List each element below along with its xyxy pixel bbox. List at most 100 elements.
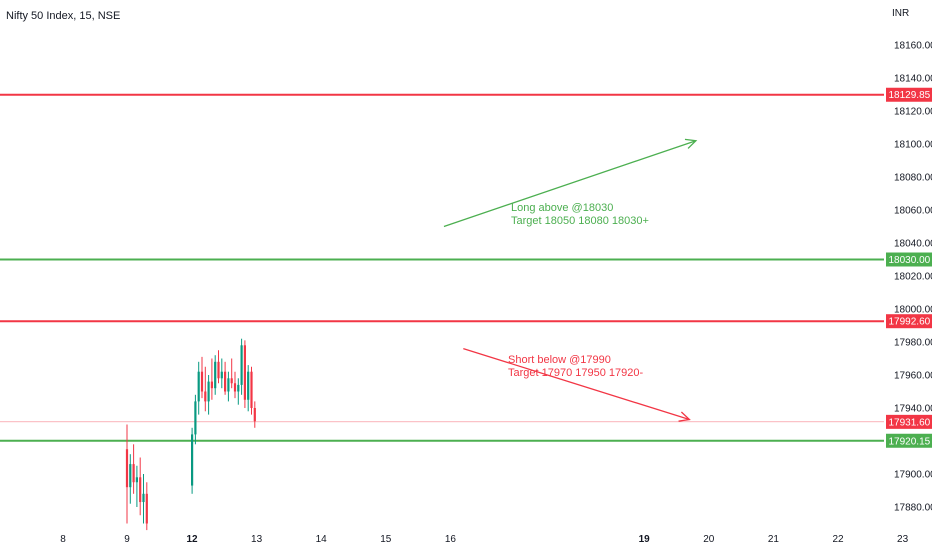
candle-9[interactable] bbox=[197, 361, 200, 415]
candle-body bbox=[253, 408, 256, 422]
time-axis[interactable]: 891213141516192021222326 bbox=[60, 534, 932, 545]
candle-16[interactable] bbox=[220, 358, 223, 389]
price-tick: 18020.00 bbox=[894, 272, 932, 283]
candle-19[interactable] bbox=[230, 358, 233, 389]
price-badge bbox=[886, 314, 932, 329]
price-badge bbox=[886, 433, 932, 448]
time-tick: 21 bbox=[768, 534, 780, 545]
candle-25[interactable] bbox=[250, 366, 253, 415]
price-badge-label: 17931.60 bbox=[889, 417, 931, 428]
candle-24[interactable] bbox=[247, 365, 250, 412]
candles[interactable] bbox=[125, 338, 256, 531]
price-tick: 17980.00 bbox=[894, 338, 932, 349]
chart-title: Nifty 50 Index, 15, NSE bbox=[6, 10, 120, 22]
price-badge bbox=[886, 87, 932, 102]
candle-body bbox=[191, 434, 194, 486]
candle-body bbox=[220, 371, 223, 379]
candle-body bbox=[227, 378, 230, 392]
price-tick: 17880.00 bbox=[894, 503, 932, 514]
price-tick: 18140.00 bbox=[894, 74, 932, 85]
candle-20[interactable] bbox=[233, 371, 237, 399]
price-tick: 18060.00 bbox=[894, 206, 932, 217]
arrow-0[interactable] bbox=[443, 138, 698, 228]
candle-1[interactable] bbox=[129, 454, 132, 504]
candle-15[interactable] bbox=[217, 350, 220, 384]
candle-21[interactable] bbox=[237, 378, 240, 405]
candle-2[interactable] bbox=[132, 444, 135, 494]
price-tick: 17960.00 bbox=[894, 371, 932, 382]
arrow-1[interactable] bbox=[463, 347, 691, 422]
level-lines bbox=[0, 93, 884, 442]
price-badges: 18129.85 18030.00 17992.60 17920.15 17931.60 bbox=[886, 87, 932, 448]
candle-body bbox=[204, 391, 207, 402]
price-tick: 18040.00 bbox=[894, 239, 932, 250]
candle-body bbox=[233, 383, 237, 392]
candle-22[interactable] bbox=[240, 338, 243, 395]
candle-body bbox=[200, 371, 204, 392]
arrow-shaft bbox=[463, 347, 690, 421]
candle-body bbox=[129, 464, 132, 488]
time-tick: 16 bbox=[445, 534, 457, 545]
candle-body bbox=[194, 401, 197, 435]
candle-5[interactable] bbox=[142, 474, 145, 524]
annotation-line: Target 17970 17950 17920- bbox=[508, 367, 644, 379]
candle-10[interactable] bbox=[200, 356, 204, 399]
price-tick: 17940.00 bbox=[894, 404, 932, 415]
price-tick: 18120.00 bbox=[894, 107, 932, 118]
annotation-line: Target 18050 18080 18030+ bbox=[511, 215, 649, 227]
candle-12[interactable] bbox=[207, 375, 210, 415]
candle-body bbox=[207, 381, 210, 402]
price-tick: 18100.00 bbox=[894, 140, 932, 151]
candle-13[interactable] bbox=[210, 358, 213, 400]
candle-body bbox=[237, 384, 240, 392]
candle-3[interactable] bbox=[135, 465, 138, 507]
time-tick: 9 bbox=[124, 534, 130, 545]
candle-14[interactable] bbox=[214, 355, 217, 395]
candle-body bbox=[243, 345, 246, 400]
candle-11[interactable] bbox=[204, 366, 207, 412]
candle-body bbox=[247, 371, 250, 400]
price-tick: 18000.00 bbox=[894, 305, 932, 316]
candle-body bbox=[132, 464, 135, 483]
candle-body bbox=[217, 361, 220, 379]
price-badge bbox=[886, 414, 932, 429]
arrow-head bbox=[684, 138, 698, 149]
candle-8[interactable] bbox=[194, 394, 197, 445]
candle-17[interactable] bbox=[224, 361, 227, 395]
price-badge-label: 17992.60 bbox=[889, 317, 931, 328]
candle-body bbox=[142, 493, 145, 503]
candle-body bbox=[139, 477, 142, 503]
time-tick: 19 bbox=[639, 534, 651, 545]
time-tick: 23 bbox=[897, 534, 909, 545]
annotation-line: Short below @17990 bbox=[508, 354, 611, 366]
time-tick: 22 bbox=[832, 534, 844, 545]
candle-body bbox=[135, 477, 138, 483]
candle-4[interactable] bbox=[139, 457, 142, 516]
candle-6[interactable] bbox=[145, 482, 148, 531]
price-tick: 18160.00 bbox=[894, 41, 932, 52]
candle-0[interactable] bbox=[125, 424, 129, 524]
candle-body bbox=[210, 381, 213, 389]
candle-26[interactable] bbox=[253, 401, 256, 428]
annotations[interactable]: Long above @18030 Target 18050 18080 1803… bbox=[508, 202, 649, 379]
arrow-shaft bbox=[443, 140, 697, 228]
candle-18[interactable] bbox=[227, 371, 230, 402]
candle-23[interactable] bbox=[243, 340, 246, 408]
candle-body bbox=[214, 361, 217, 389]
price-badge-label: 17920.15 bbox=[889, 436, 931, 447]
time-tick: 15 bbox=[380, 534, 392, 545]
time-tick: 12 bbox=[186, 534, 198, 545]
candle-body bbox=[250, 371, 253, 408]
annotation-1[interactable]: Short below @17990 Target 17970 17950 179… bbox=[508, 354, 644, 379]
time-tick: 13 bbox=[251, 534, 263, 545]
candle-body bbox=[240, 345, 243, 385]
annotation-0[interactable]: Long above @18030 Target 18050 18080 1803… bbox=[511, 202, 649, 227]
candle-7[interactable] bbox=[191, 427, 194, 494]
arrows[interactable] bbox=[443, 138, 698, 422]
price-tick: 17900.00 bbox=[894, 470, 932, 481]
price-badge bbox=[886, 252, 932, 267]
price-tick: 18080.00 bbox=[894, 173, 932, 184]
time-tick: 8 bbox=[60, 534, 66, 545]
candle-body bbox=[125, 449, 129, 488]
